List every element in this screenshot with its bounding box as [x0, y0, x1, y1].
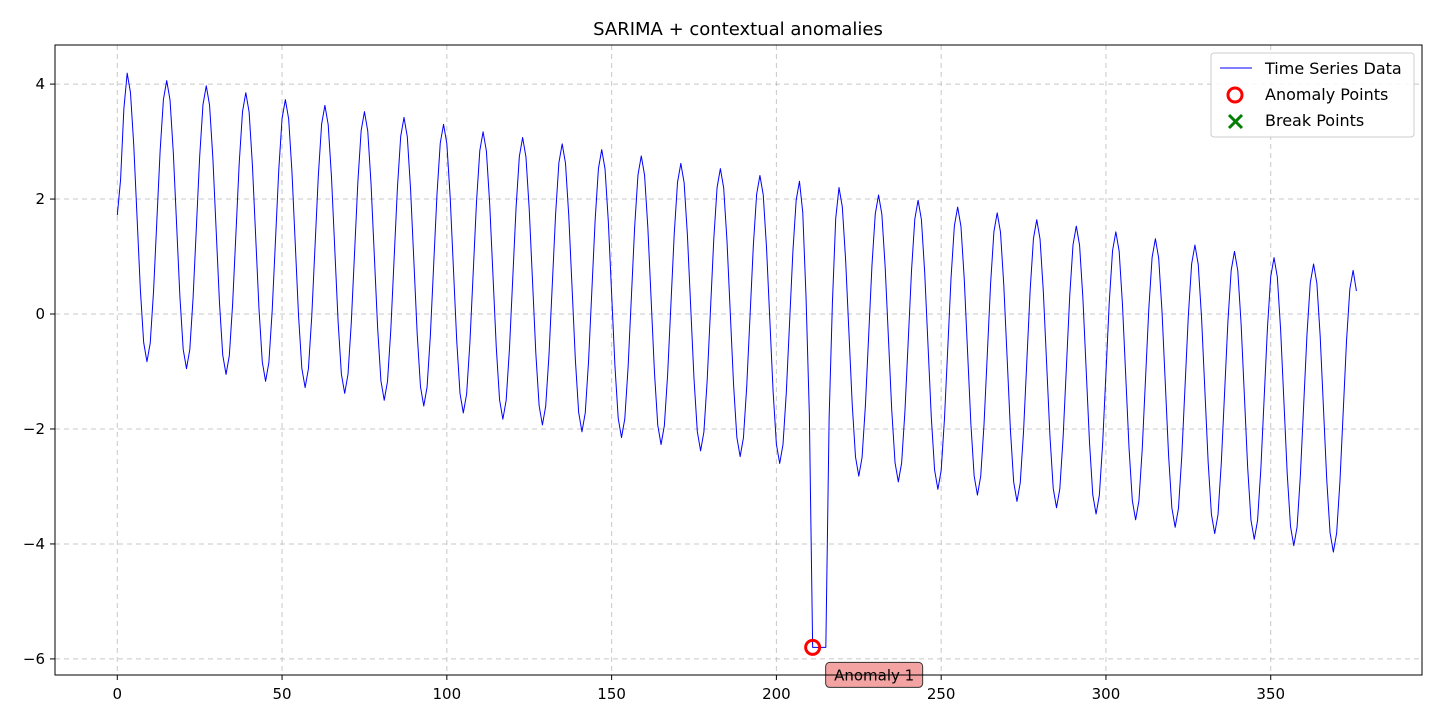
legend-box	[1210, 52, 1415, 138]
anomaly-point	[804, 638, 822, 656]
series-line-time-series-data	[116, 72, 1357, 648]
legend-x-marker	[1227, 113, 1244, 130]
legend-circle-marker	[1226, 86, 1244, 104]
x-tick-label: 200	[762, 685, 791, 703]
legend-label-series: Time Series Data	[1264, 59, 1402, 78]
chart-title: SARIMA + contextual anomalies	[593, 19, 883, 40]
legend: Time Series Data Anomaly Points Break Po…	[1210, 52, 1415, 138]
plot-area-frame	[54, 44, 1423, 676]
x-tick-label: 150	[597, 685, 626, 703]
grid	[55, 45, 1422, 675]
x-tick-label: 250	[927, 685, 956, 703]
x-tick-label: 50	[273, 685, 292, 703]
y-tick-label: 0	[35, 305, 45, 323]
y-tick-label: −4	[23, 535, 45, 553]
y-axis: 4 2 0 −2 −4 −6	[23, 75, 55, 668]
x-tick-label: 100	[433, 685, 462, 703]
series-layer	[116, 72, 1357, 648]
x-tick-label: 350	[1256, 685, 1285, 703]
y-tick-label: −2	[23, 420, 45, 438]
legend-label-anomaly: Anomaly Points	[1265, 85, 1388, 104]
y-tick-label: 2	[35, 190, 45, 208]
y-tick-label: −6	[23, 650, 45, 668]
legend-label-break: Break Points	[1265, 111, 1364, 130]
y-tick-label: 4	[35, 75, 45, 93]
x-tick-label: 300	[1092, 685, 1121, 703]
x-axis: 0 50 100 150 200 250 300 350	[113, 675, 1285, 703]
x-tick-label: 0	[113, 685, 123, 703]
